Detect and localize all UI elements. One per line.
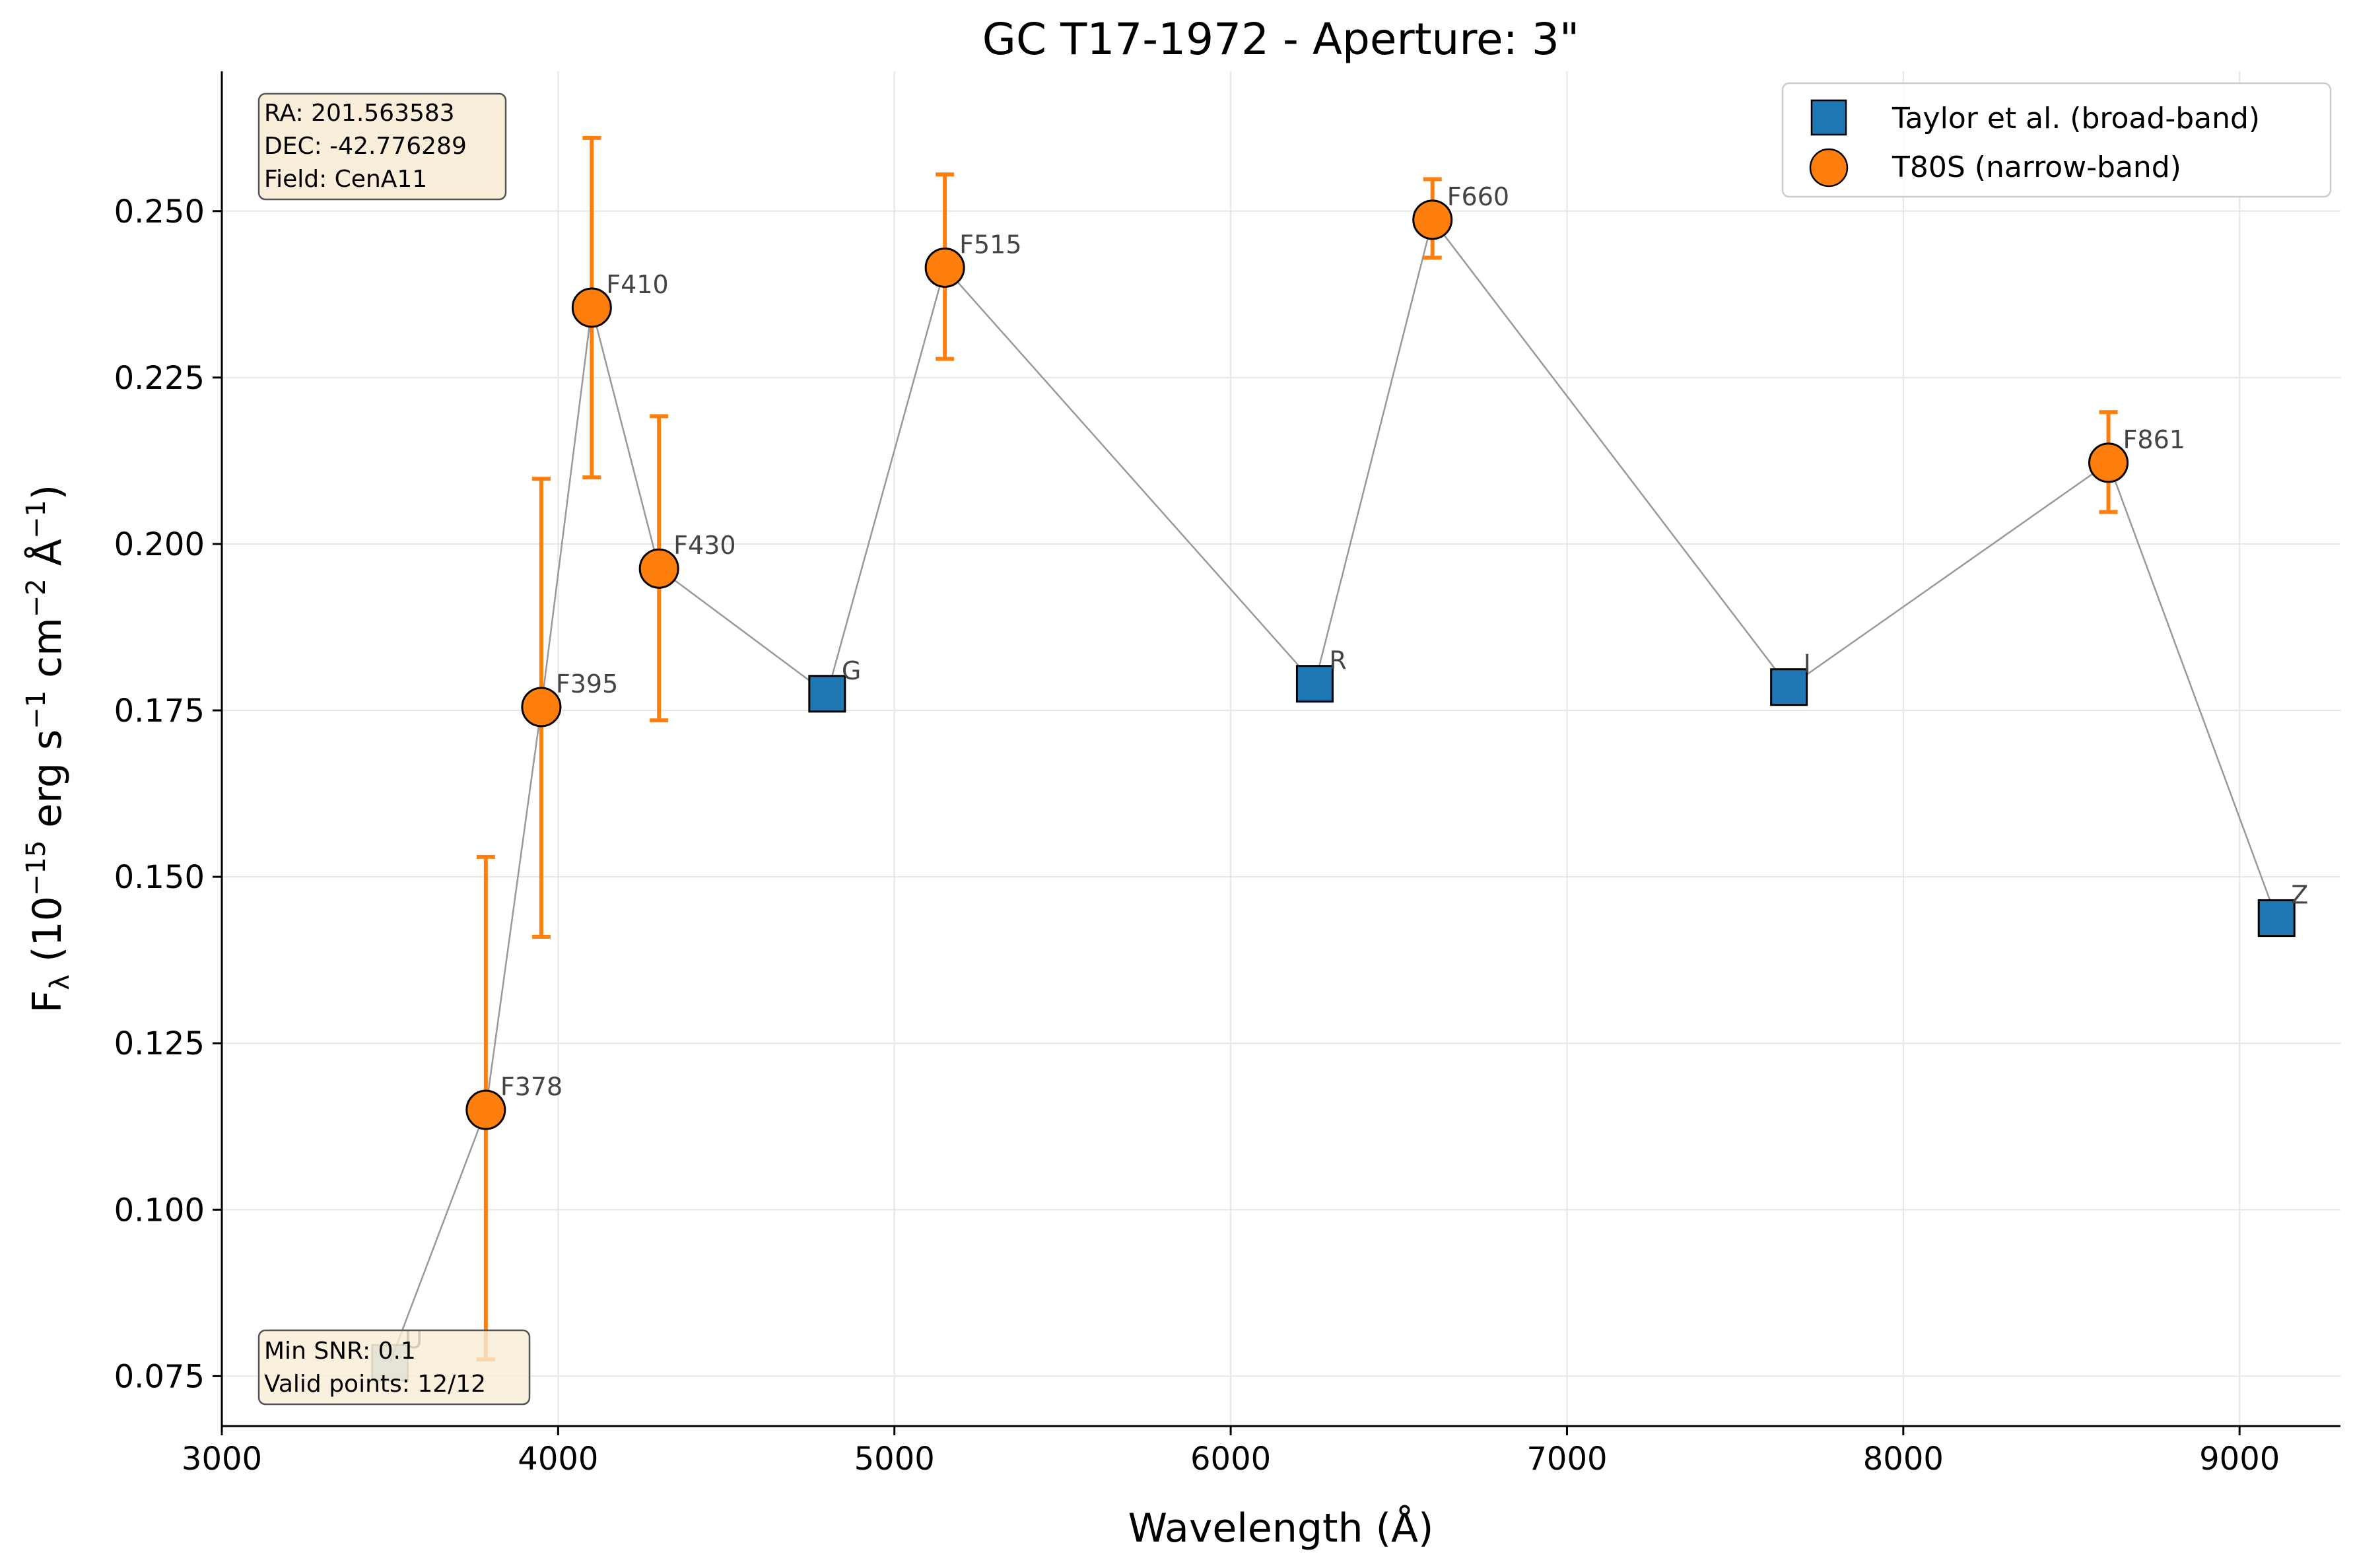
info-box-top: RA: 201.563583 DEC: -42.776289 Field: Ce… <box>257 92 507 201</box>
grid <box>221 71 2340 1426</box>
point-label-F861: F861 <box>2123 425 2185 454</box>
y-label-sub: λ <box>45 974 75 990</box>
x-tick-label: 4000 <box>518 1441 598 1478</box>
point-label-I: I <box>1804 650 1811 679</box>
marker-F660 <box>1412 199 1453 240</box>
y-label-cm: cm <box>24 617 71 691</box>
x-tick-label: 3000 <box>182 1441 262 1478</box>
info-box-top-bg <box>257 92 507 201</box>
y-tick-label: 0.225 <box>114 360 205 397</box>
legend-box <box>1781 82 2332 198</box>
x-tick-label: 5000 <box>854 1441 935 1478</box>
legend-marker-broadband <box>1810 99 1847 136</box>
legend: Taylor et al. (broad-band) T80S (narrow-… <box>1781 82 2332 198</box>
connecting-polyline <box>389 218 2278 1363</box>
point-label-F395: F395 <box>556 669 618 699</box>
legend-marker-narrowband <box>1809 148 1849 187</box>
point-label-F430: F430 <box>673 531 735 560</box>
y-tick-label: 0.100 <box>114 1192 205 1229</box>
y-label-exp2: −1 <box>21 691 51 730</box>
y-tick-label: 0.150 <box>114 859 205 896</box>
connecting-line <box>389 218 2278 1363</box>
y-label-exp4: −1 <box>21 500 51 539</box>
info-box-bottom-bg <box>257 1329 531 1406</box>
info-valid-points: Valid points: 12/12 <box>264 1371 486 1398</box>
y-label-exp3: −2 <box>21 578 51 617</box>
marker-F410 <box>571 287 612 328</box>
chart-title: GC T17-1972 - Aperture: 3" <box>982 14 1579 65</box>
y-label-exp1: −15 <box>21 840 51 896</box>
y-ticks: 0.075 0.100 0.125 0.150 0.175 0.200 0.225 0.250 <box>114 193 222 1395</box>
point-label-Z: Z <box>2291 881 2308 910</box>
marker-G <box>808 675 846 713</box>
info-dec: DEC: -42.776289 <box>264 133 467 160</box>
marker-F430 <box>638 548 679 589</box>
x-tick-label: 6000 <box>1190 1441 1271 1478</box>
y-label-ang: Å <box>24 539 71 578</box>
y-tick-label: 0.200 <box>114 526 205 563</box>
point-label-G: G <box>842 656 861 685</box>
y-label-base: F <box>24 990 71 1013</box>
info-ra: RA: 201.563583 <box>264 100 455 127</box>
info-min-snr: Min SNR: 0.1 <box>264 1338 416 1365</box>
info-box-bottom: Min SNR: 0.1 Valid points: 12/12 <box>257 1329 531 1406</box>
marker-F395 <box>521 687 562 728</box>
y-tick-label: 0.250 <box>114 193 205 230</box>
legend-label-broadband: Taylor et al. (broad-band) <box>1892 102 2260 135</box>
y-tick-label: 0.075 <box>114 1358 205 1395</box>
y-tick-label: 0.175 <box>114 693 205 730</box>
x-tick-label: 9000 <box>2199 1441 2280 1478</box>
point-label-F660: F660 <box>1447 182 1509 211</box>
y-label-unit: erg s <box>24 730 71 840</box>
x-tick-label: 7000 <box>1526 1441 1607 1478</box>
x-axis-label: Wavelength (Å) <box>1128 1505 1434 1551</box>
axes <box>221 71 2340 1427</box>
point-label-R: R <box>1329 646 1346 675</box>
y-axis-label: Fλ (10−15 erg s−1 cm−2 Å−1) <box>21 485 75 1013</box>
x-tick-label: 8000 <box>1863 1441 1944 1478</box>
marker-F861 <box>2088 442 2129 483</box>
x-ticks: 3000 4000 5000 6000 7000 8000 9000 <box>182 1426 2280 1478</box>
y-label-close: ) <box>24 485 71 500</box>
point-label-F410: F410 <box>606 270 668 299</box>
marker-F515 <box>924 247 965 288</box>
marker-I <box>1770 668 1808 706</box>
marker-F378 <box>465 1089 506 1130</box>
info-field: Field: CenA11 <box>264 166 427 193</box>
y-tick-label: 0.125 <box>114 1025 205 1062</box>
point-label-F515: F515 <box>959 230 1021 259</box>
marker-Z <box>2257 899 2296 937</box>
legend-label-narrowband: T80S (narrow-band) <box>1892 151 2181 184</box>
marker-R <box>1295 665 1334 703</box>
y-label-rest: (10 <box>24 896 71 974</box>
point-label-F378: F378 <box>500 1072 563 1101</box>
